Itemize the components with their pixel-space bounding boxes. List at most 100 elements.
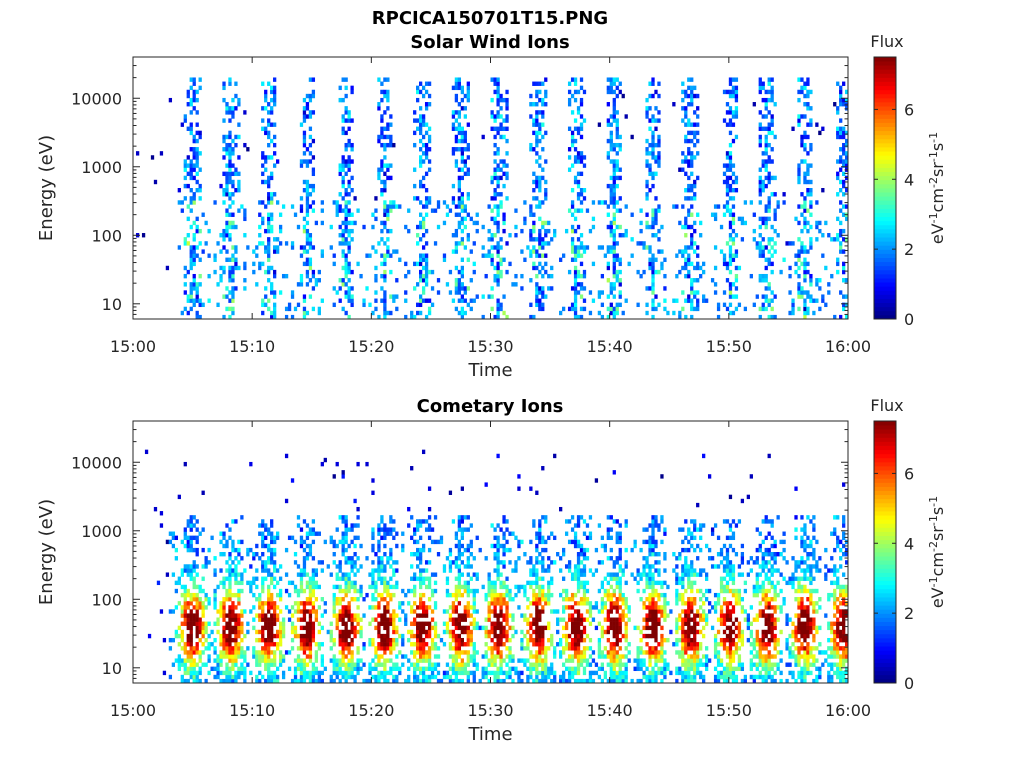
heatmap-cell [303, 114, 306, 118]
heatmap-cell [258, 523, 261, 527]
heatmap-cell [455, 94, 458, 98]
heatmap-cell [231, 270, 234, 274]
heatmap-cell [213, 638, 216, 642]
heatmap-cell [193, 536, 196, 540]
heatmap-cell [193, 658, 196, 662]
heatmap-cell [318, 585, 321, 589]
heatmap-cell [759, 192, 762, 196]
heatmap-cell [473, 605, 476, 609]
heatmap-cell [380, 577, 383, 581]
heatmap-cell [499, 527, 502, 531]
colorbar-segment [874, 262, 896, 266]
heatmap-cell [690, 196, 693, 200]
heatmap-cell [258, 213, 261, 217]
heatmap-cell [464, 94, 467, 98]
heatmap-cell [237, 642, 240, 646]
heatmap-cell [190, 613, 193, 617]
heatmap-cell [535, 131, 538, 135]
heatmap-cell [422, 613, 425, 617]
heatmap-cell [336, 597, 339, 601]
heatmap-cell [693, 123, 696, 127]
heatmap-cell [642, 241, 645, 245]
heatmap-cell [261, 299, 264, 303]
heatmap-cell [622, 233, 625, 237]
heatmap-cell [529, 638, 532, 642]
heatmap-cell [455, 241, 458, 245]
heatmap-cell [297, 654, 300, 658]
heatmap-cell [443, 221, 446, 225]
heatmap-cell [237, 98, 240, 102]
heatmap-cell [493, 634, 496, 638]
heatmap-cell [732, 77, 735, 81]
heatmap-cell [422, 143, 425, 147]
heatmap-cell [300, 671, 303, 675]
heatmap-cell [687, 118, 690, 122]
heatmap-cell [350, 270, 353, 274]
heatmap-cell [374, 605, 377, 609]
heatmap-cell [416, 613, 419, 617]
heatmap-cell [380, 618, 383, 622]
heatmap-cell [270, 155, 273, 159]
heatmap-cell [374, 585, 377, 589]
heatmap-cell [550, 237, 553, 241]
heatmap-cell [380, 646, 383, 650]
heatmap-cell [276, 634, 279, 638]
heatmap-cell [345, 143, 348, 147]
heatmap-cell [505, 622, 508, 626]
heatmap-cell [407, 208, 410, 212]
heatmap-cell [782, 192, 785, 196]
heatmap-cell [237, 581, 240, 585]
heatmap-cell [541, 225, 544, 229]
heatmap-cell [190, 568, 193, 572]
heatmap-cell [800, 262, 803, 266]
heatmap-cell [300, 601, 303, 605]
heatmap-cell [428, 82, 431, 86]
heatmap-cell [455, 589, 458, 593]
heatmap-cell [505, 241, 508, 245]
heatmap-cell [514, 630, 517, 634]
heatmap-cell [216, 618, 219, 622]
heatmap-cell [422, 176, 425, 180]
heatmap-cell [461, 151, 464, 155]
heatmap-cell [321, 560, 324, 564]
heatmap-cell [202, 548, 205, 552]
heatmap-cell [231, 593, 234, 597]
heatmap-cell [356, 630, 359, 634]
heatmap-cell [842, 270, 845, 274]
heatmap-cell [362, 642, 365, 646]
heatmap-cell [225, 540, 228, 544]
heatmap-cell [196, 155, 199, 159]
heatmap-cell [222, 86, 225, 90]
heatmap-cell [502, 671, 505, 675]
heatmap-cell [458, 552, 461, 556]
heatmap-cell [499, 605, 502, 609]
heatmap-cell [345, 634, 348, 638]
colorbar-segment [874, 65, 896, 69]
heatmap-cell [309, 646, 312, 650]
heatmap-cell [222, 634, 225, 638]
heatmap-cell [345, 262, 348, 266]
heatmap-cell [577, 237, 580, 241]
heatmap-cell [681, 168, 684, 172]
heatmap-cell [502, 532, 505, 536]
heatmap-cell [499, 663, 502, 667]
heatmap-cell [219, 671, 222, 675]
heatmap-cell [729, 118, 732, 122]
heatmap-cell [428, 667, 431, 671]
heatmap-cell [505, 527, 508, 531]
heatmap-cell [252, 650, 255, 654]
heatmap-cell [806, 135, 809, 139]
heatmap-cell [333, 654, 336, 658]
heatmap-cell [225, 233, 228, 237]
heatmap-cell [544, 159, 547, 163]
heatmap-cell [190, 630, 193, 634]
heatmap-cell [169, 646, 172, 650]
heatmap-cell [291, 638, 294, 642]
heatmap-cell [568, 90, 571, 94]
heatmap-cell [541, 294, 544, 298]
heatmap-cell [613, 282, 616, 286]
heatmap-cell [267, 548, 270, 552]
heatmap-cell [532, 245, 535, 249]
heatmap-cell [464, 159, 467, 163]
heatmap-cell [720, 249, 723, 253]
